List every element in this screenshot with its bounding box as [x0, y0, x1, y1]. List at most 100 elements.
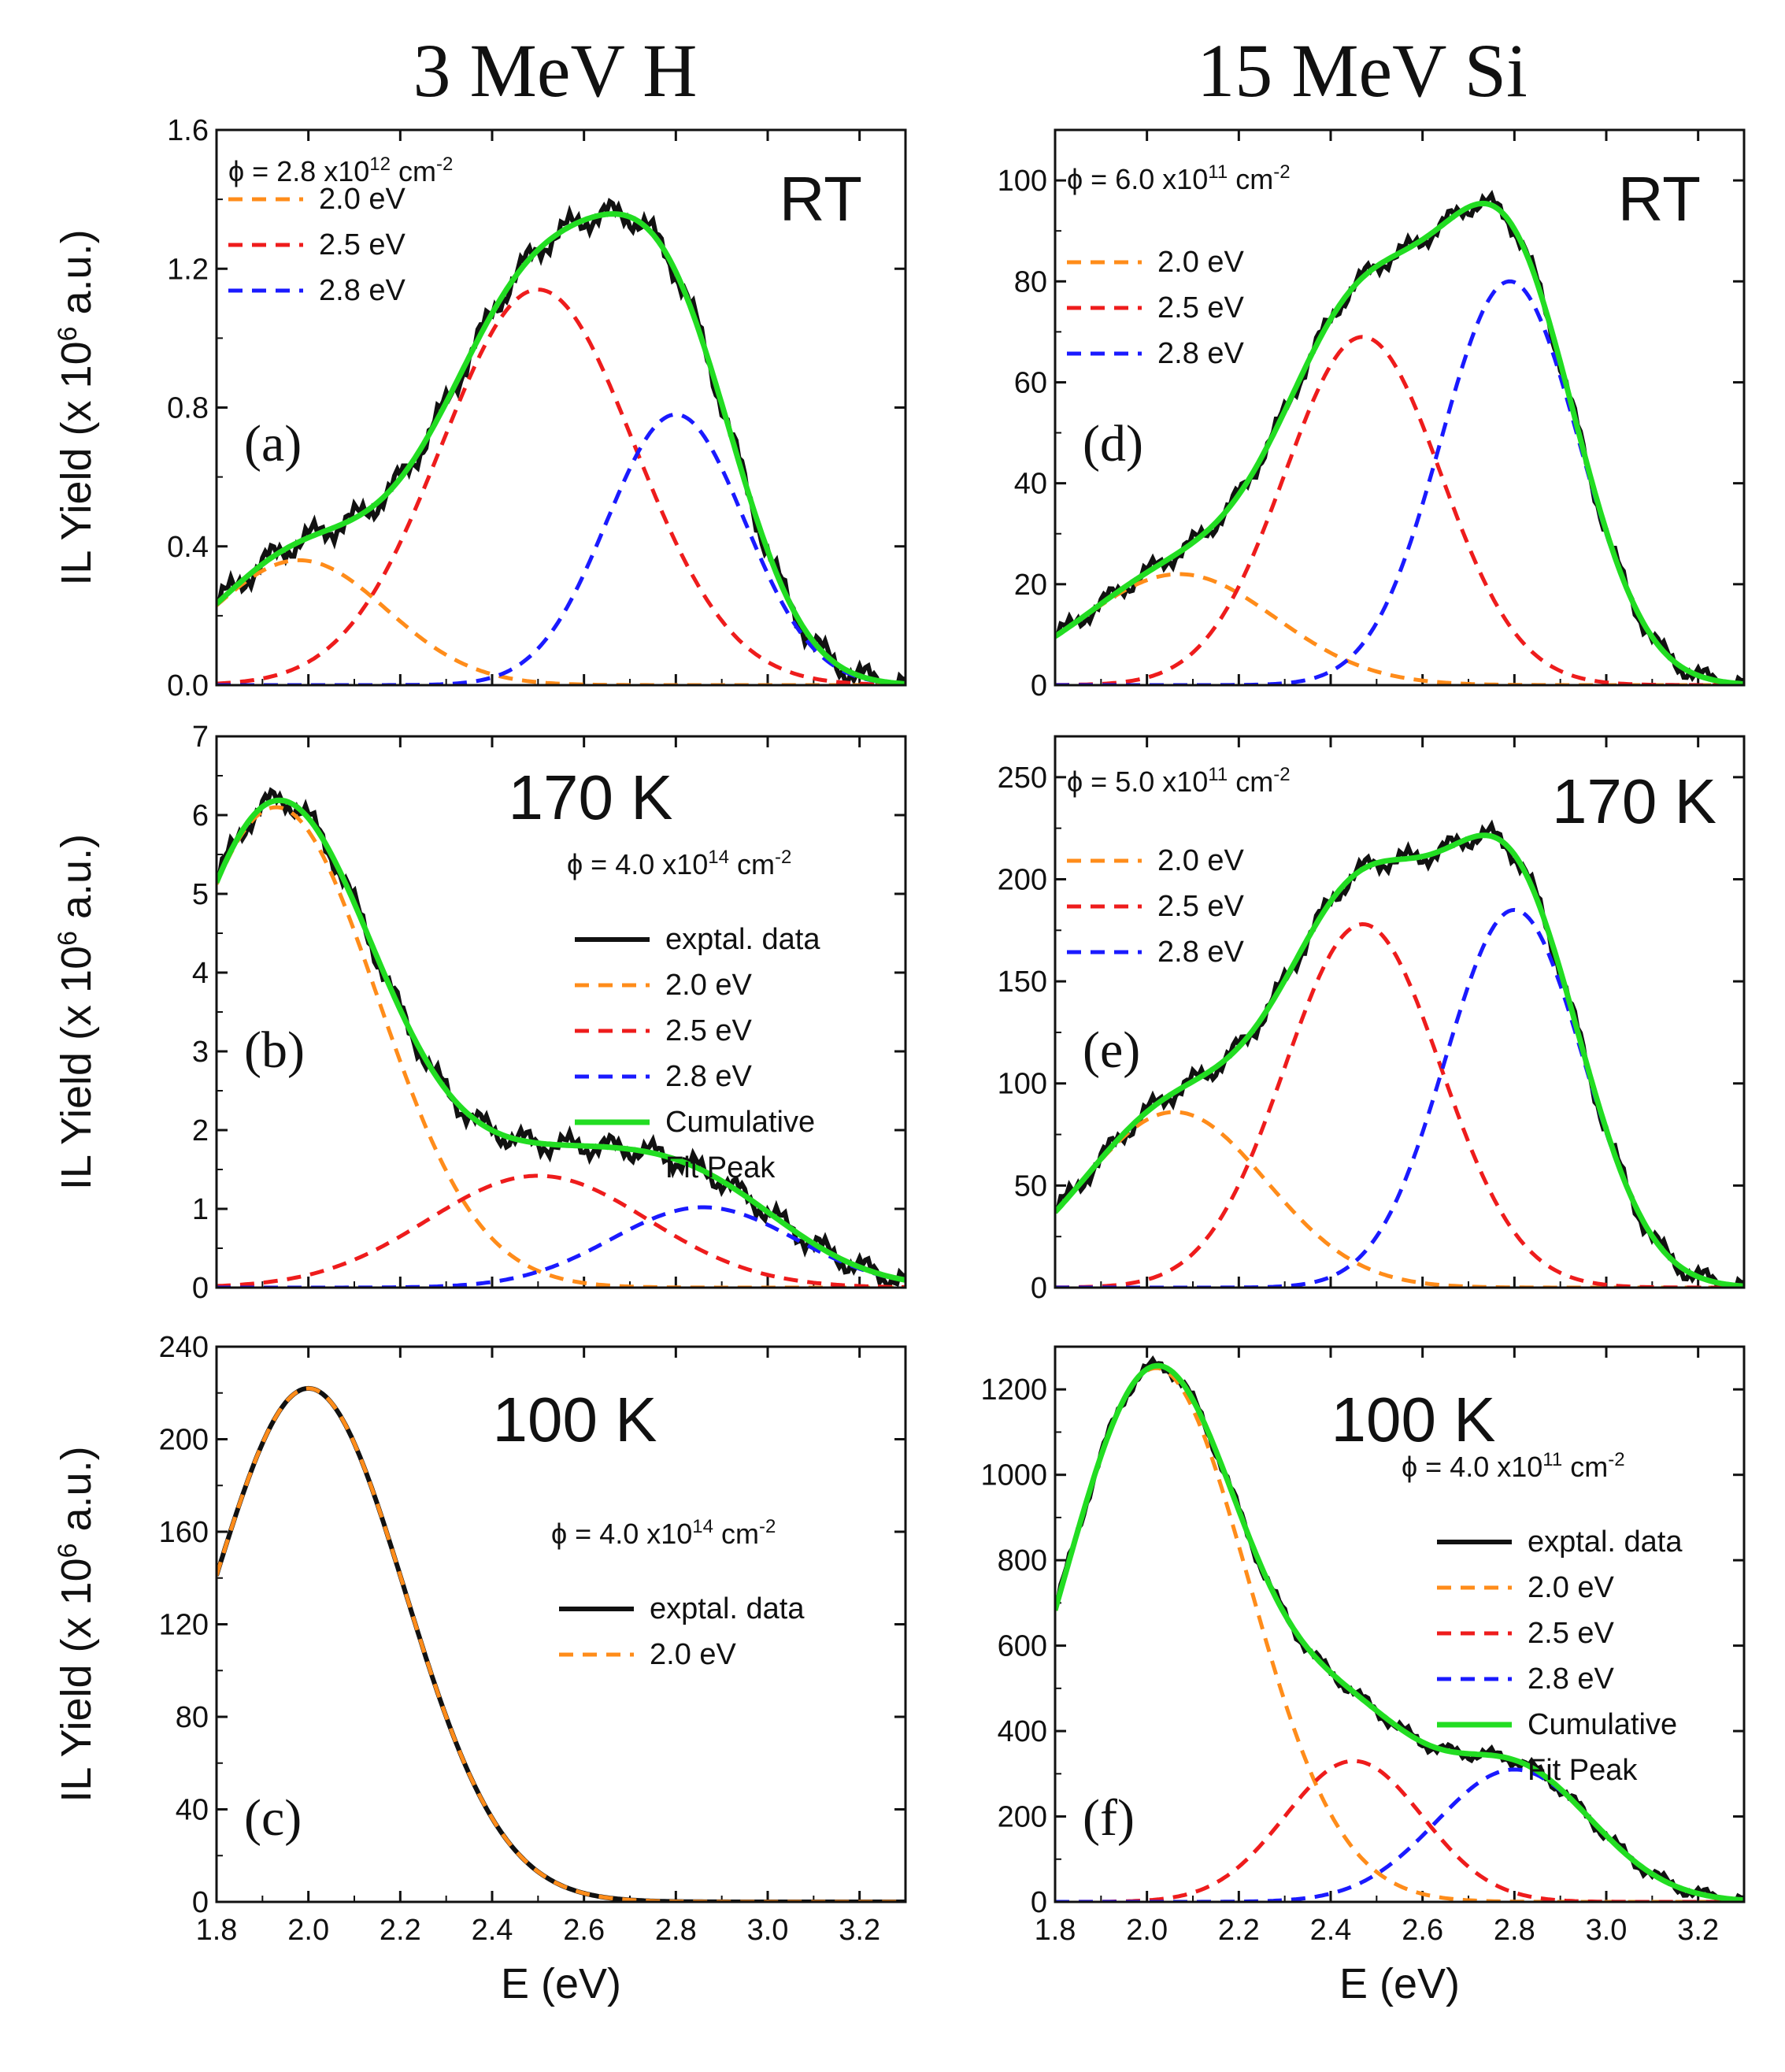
legend-entry: 2.0 eV — [650, 1638, 737, 1671]
x-tick-label: 2.6 — [1402, 1914, 1443, 1947]
x-tick-label: 2.2 — [1218, 1914, 1260, 1947]
y-tick-label: 6 — [192, 799, 209, 832]
panels: 0.00.40.81.21.6(a)RTϕ = 2.8 x1012 cm-22.… — [53, 114, 1746, 2007]
series-peak-2-5-eV — [1055, 1759, 1744, 1902]
fluence-label: ϕ = 2.8 x1012 cm-2 — [228, 154, 453, 187]
y-tick-label: 7 — [192, 721, 209, 754]
legend-entry: 2.8 eV — [1528, 1662, 1615, 1696]
x-tick-label: 2.4 — [1310, 1914, 1352, 1947]
x-axis-label: E (eV) — [501, 1960, 621, 2007]
column-title-right: 15 MeV Si — [1197, 28, 1528, 113]
legend: exptal. data 2.0 eV 2.5 eV 2.8 eV Cumulative… — [575, 923, 820, 1184]
panel-letter: (f) — [1083, 1789, 1135, 1847]
legend-entry: 2.0 eV — [319, 183, 406, 216]
y-tick-label: 1.6 — [167, 114, 209, 147]
plot-frame — [1054, 128, 1746, 687]
y-tick-label: 4 — [192, 957, 209, 990]
y-tick-label: 400 — [998, 1715, 1047, 1748]
x-tick-label: 1.8 — [196, 1914, 238, 1947]
legend: 2.0 eV 2.5 eV 2.8 eV — [1067, 844, 1245, 969]
y-tick-label: 200 — [159, 1424, 209, 1457]
fluence-label: ϕ = 4.0 x1011 cm-2 — [1402, 1449, 1625, 1483]
curves — [217, 1385, 905, 1902]
plot-frame — [215, 128, 907, 687]
curves — [1055, 1355, 1744, 1902]
y-tick-label: 100 — [998, 165, 1047, 198]
y-tick-label: 2 — [192, 1114, 209, 1147]
y-tick-label: 0.8 — [167, 392, 209, 425]
x-tick-label: 2.8 — [1494, 1914, 1535, 1947]
legend: 2.0 eV 2.5 eV 2.8 eV — [1067, 246, 1245, 370]
legend-entry: 2.0 eV — [1157, 246, 1245, 279]
legend-entry: 2.8 eV — [1157, 337, 1245, 370]
y-tick-label: 20 — [1014, 569, 1047, 602]
y-tick-label: 5 — [192, 878, 209, 911]
y-tick-label: 40 — [1014, 468, 1047, 501]
legend-entry: Fit Peak — [1528, 1754, 1638, 1787]
y-tick-label: 60 — [1014, 366, 1047, 399]
legend-entry: 2.5 eV — [319, 228, 406, 261]
plot-frame — [215, 735, 907, 1289]
series-peak-2-0-eV — [1055, 572, 1744, 685]
temperature-label: 100 K — [1331, 1384, 1495, 1455]
y-tick-label: 0 — [1031, 669, 1047, 702]
series-peak-2-0-eV — [1055, 1366, 1744, 1902]
y-axis-label: IL Yield (x 106 a.u.) — [53, 834, 100, 1190]
curves — [217, 198, 905, 685]
x-tick-label: 2.6 — [563, 1914, 605, 1947]
panel-e: 0 50 100 150 200 250 (e) 170 K ϕ = 5.0 x1011 cm-… — [998, 735, 1746, 1305]
y-tick-label: 150 — [998, 966, 1047, 999]
legend-entry: 2.0 eV — [1528, 1571, 1615, 1604]
series-peak-2-8-eV — [1055, 907, 1744, 1288]
fluence-label: ϕ = 6.0 x1011 cm-2 — [1067, 161, 1291, 195]
y-tick-label: 0 — [1031, 1272, 1047, 1305]
series-peak-2-8-eV — [217, 412, 905, 685]
legend-entry: exptal. data — [650, 1592, 805, 1625]
y-tick-label: 120 — [159, 1609, 209, 1642]
legend-entry: 2.0 eV — [1157, 844, 1245, 877]
y-tick-label: 40 — [176, 1794, 209, 1827]
fluence-label: ϕ = 4.0 x1014 cm-2 — [567, 847, 791, 880]
temperature-label: 170 K — [1552, 766, 1716, 836]
legend-entry: Cumulative — [1528, 1708, 1677, 1741]
series-cumulative-fit — [217, 211, 905, 685]
legend-entry: Fit Peak — [665, 1151, 776, 1184]
panel-letter: (b) — [244, 1021, 305, 1079]
panel-a: 0.00.40.81.21.6(a)RTϕ = 2.8 x1012 cm-22.… — [53, 114, 907, 702]
x-axis-label: E (eV) — [1339, 1960, 1460, 2007]
legend-entry: 2.5 eV — [1528, 1617, 1615, 1650]
x-tick-label: 3.0 — [747, 1914, 789, 1947]
temperature-label: RT — [1618, 164, 1701, 234]
legend-entry: 2.8 eV — [1157, 936, 1245, 969]
y-tick-label: 3 — [192, 1036, 209, 1069]
y-tick-label: 0 — [192, 1272, 209, 1305]
x-tick-label: 3.2 — [839, 1914, 880, 1947]
series-peak-2-0-eV — [217, 558, 905, 685]
y-tick-label: 100 — [998, 1068, 1047, 1101]
legend-entry: 2.5 eV — [1157, 890, 1245, 923]
y-tick-label: 600 — [998, 1630, 1047, 1663]
panel-c: 1.8 2.0 2.2 2.4 2.6 2.8 3.0 3.2 0 40 80 120 160 200 24… — [53, 1331, 907, 2007]
series-peak-2-8-eV — [217, 1205, 905, 1288]
temperature-label: 170 K — [508, 762, 672, 832]
series-cumulative-fit — [1055, 200, 1744, 685]
temperature-label: 100 K — [492, 1384, 657, 1455]
y-tick-label: 0 — [192, 1886, 209, 1919]
series-cumulative-fit — [1055, 1362, 1744, 1902]
y-tick-label: 0.4 — [167, 531, 209, 564]
legend: 2.0 eV 2.5 eV 2.8 eV — [228, 183, 406, 307]
x-tick-label: 2.2 — [380, 1914, 421, 1947]
y-tick-label: 160 — [159, 1516, 209, 1549]
x-tick-label: 2.4 — [472, 1914, 513, 1947]
series-peak-2-5-eV — [217, 1173, 905, 1288]
series-peak-2-5-eV — [217, 287, 905, 685]
x-tick-label: 3.2 — [1677, 1914, 1719, 1947]
y-tick-label: 250 — [998, 762, 1047, 795]
panel-f: 1.8 2.0 2.2 2.4 2.6 2.8 3.0 3.2 0 200 400 600 800 100… — [980, 1345, 1746, 2007]
fluence-label: ϕ = 5.0 x1011 cm-2 — [1067, 764, 1291, 798]
panel-letter: (e) — [1083, 1021, 1140, 1079]
panel-letter: (a) — [244, 415, 302, 473]
y-tick-label: 0.0 — [167, 669, 209, 702]
panel-letter: (c) — [244, 1789, 302, 1847]
